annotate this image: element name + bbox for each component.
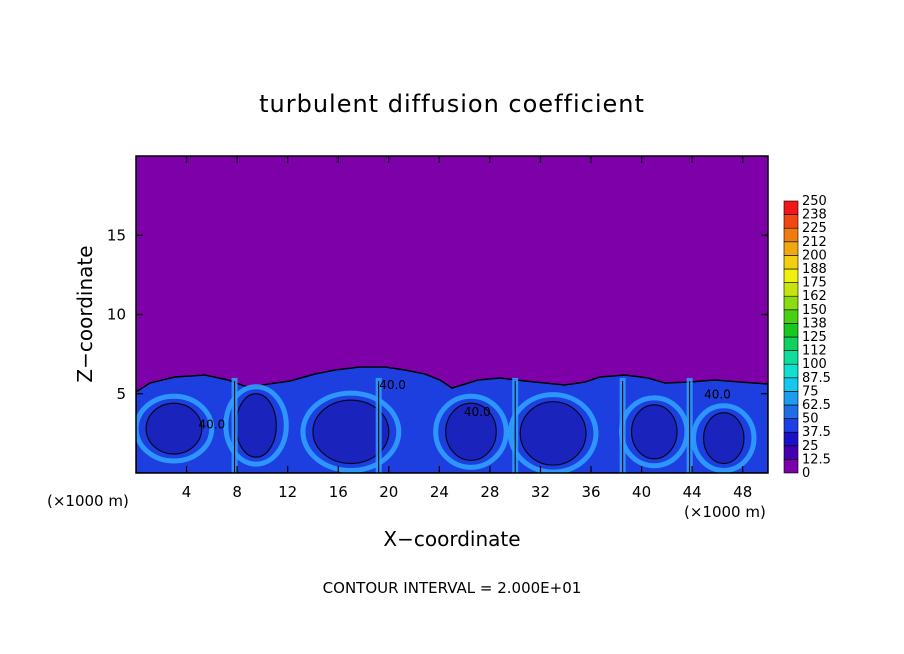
chart-title: turbulent diffusion coefficient bbox=[259, 90, 645, 118]
eddy-core bbox=[630, 404, 678, 460]
colorbar-swatch bbox=[783, 377, 799, 392]
x-tick-label: 28 bbox=[480, 483, 499, 501]
eddy-structures bbox=[136, 377, 757, 473]
x-tick-label: 36 bbox=[581, 483, 600, 501]
x-tick-label: 32 bbox=[531, 483, 550, 501]
colorbar-label: 62.5 bbox=[802, 398, 831, 413]
colorbar-label: 75 bbox=[802, 384, 819, 399]
eddy-core bbox=[702, 412, 745, 465]
colorbar-swatch bbox=[783, 241, 799, 256]
colorbar-swatch bbox=[783, 404, 799, 419]
x-tick-label: 40 bbox=[632, 483, 651, 501]
colorbar-label: 212 bbox=[802, 235, 827, 250]
colorbar-label: 175 bbox=[802, 276, 827, 291]
colorbar-label: 12.5 bbox=[802, 452, 831, 467]
colorbar-label: 200 bbox=[802, 248, 827, 263]
y-tick-label: 10 bbox=[107, 306, 126, 324]
y-tick-label: 15 bbox=[107, 226, 126, 244]
colorbar-label: 50 bbox=[802, 412, 819, 427]
colorbar-swatch bbox=[783, 336, 799, 351]
eddy-core bbox=[519, 401, 587, 466]
contour-label: 40.0 bbox=[198, 418, 225, 432]
eddy-highlight bbox=[433, 393, 509, 470]
colorbar-label: 87.5 bbox=[802, 371, 831, 386]
colorbar-swatch bbox=[783, 391, 799, 406]
colorbar-swatch bbox=[783, 350, 799, 365]
colorbar-swatch bbox=[783, 323, 799, 338]
x-axis-label: X−coordinate bbox=[383, 527, 520, 551]
colorbar-label: 138 bbox=[802, 316, 827, 331]
colorbar: 012.52537.55062.57587.510011212513815016… bbox=[783, 194, 831, 481]
colorbar-swatch bbox=[783, 445, 799, 460]
colorbar-swatch bbox=[783, 282, 799, 297]
eddy-highlight bbox=[507, 392, 599, 473]
eddy-highlight bbox=[300, 390, 402, 473]
contour-labels: 40.0 40.0 40.0 40.0 bbox=[198, 378, 730, 432]
colorbar-label: 250 bbox=[802, 194, 827, 209]
colorbar-label: 162 bbox=[802, 289, 827, 304]
eddy-highlight bbox=[691, 403, 757, 473]
colorbar-label: 125 bbox=[802, 330, 827, 345]
eddy-core bbox=[445, 402, 497, 461]
turbulent-layer bbox=[136, 366, 768, 473]
colorbar-label: 225 bbox=[802, 221, 827, 236]
y-tick-label: 5 bbox=[116, 385, 126, 403]
colorbar-swatch bbox=[783, 431, 799, 447]
colorbar-swatch bbox=[783, 200, 799, 215]
contour-label: 40.0 bbox=[464, 405, 491, 419]
x-unit-left: (×1000 m) bbox=[47, 492, 129, 510]
colorbar-label: 188 bbox=[802, 262, 827, 277]
contour-label: 40.0 bbox=[379, 378, 406, 392]
eddy-core bbox=[145, 402, 203, 455]
colorbar-label: 100 bbox=[802, 357, 827, 372]
colorbar-swatch bbox=[783, 255, 799, 270]
colorbar-swatch bbox=[783, 295, 799, 311]
eddy-highlight bbox=[223, 384, 289, 467]
x-tick-label: 48 bbox=[733, 483, 752, 501]
x-tick-label: 12 bbox=[278, 483, 297, 501]
colorbar-swatch bbox=[783, 309, 799, 324]
y-axis-ticks: 5 10 15 bbox=[107, 226, 768, 403]
footer-contour-interval: CONTOUR INTERVAL = 2.000E+01 bbox=[323, 579, 582, 597]
eddy-core bbox=[312, 399, 390, 465]
colorbar-swatch bbox=[783, 214, 799, 229]
colorbar-label: 112 bbox=[802, 344, 827, 359]
x-tick-label: 44 bbox=[683, 483, 702, 501]
x-unit-right: (×1000 m) bbox=[684, 503, 766, 521]
colorbar-swatch bbox=[783, 459, 799, 474]
x-axis-ticks: 4 8 12 16 20 24 28 32 36 40 44 48 bbox=[182, 156, 752, 501]
x-tick-label: 20 bbox=[379, 483, 398, 501]
contour-label: 40.0 bbox=[704, 388, 731, 402]
colorbar-label: 37.5 bbox=[802, 425, 831, 440]
colorbar-swatch bbox=[783, 227, 799, 243]
x-tick-label: 4 bbox=[182, 483, 192, 501]
colorbar-label: 150 bbox=[802, 303, 827, 318]
x-tick-label: 16 bbox=[329, 483, 348, 501]
colorbar-label: 25 bbox=[802, 439, 819, 454]
y-axis-label: Z−coordinate bbox=[73, 245, 97, 382]
colorbar-swatch bbox=[783, 268, 799, 283]
colorbar-label: 0 bbox=[802, 466, 810, 481]
x-tick-label: 24 bbox=[430, 483, 449, 501]
colorbar-swatch bbox=[783, 363, 799, 379]
plot-area bbox=[135, 155, 769, 474]
colorbar-swatch bbox=[783, 418, 799, 433]
colorbar-label: 238 bbox=[802, 208, 827, 223]
x-tick-label: 8 bbox=[232, 483, 242, 501]
eddy-core bbox=[235, 393, 277, 458]
